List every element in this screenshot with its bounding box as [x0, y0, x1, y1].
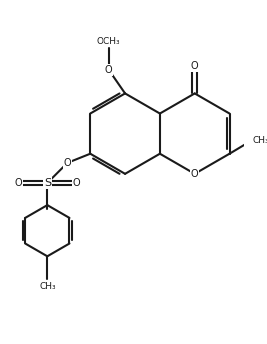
Text: CH₃: CH₃ — [39, 282, 56, 291]
Text: O: O — [73, 178, 80, 188]
Text: O: O — [191, 169, 199, 179]
Text: O: O — [14, 178, 22, 188]
Text: OCH₃: OCH₃ — [97, 37, 120, 46]
Text: S: S — [44, 178, 51, 188]
Text: O: O — [64, 158, 71, 168]
Text: O: O — [105, 65, 112, 75]
Text: O: O — [191, 61, 199, 71]
Text: CH₃: CH₃ — [252, 136, 267, 144]
